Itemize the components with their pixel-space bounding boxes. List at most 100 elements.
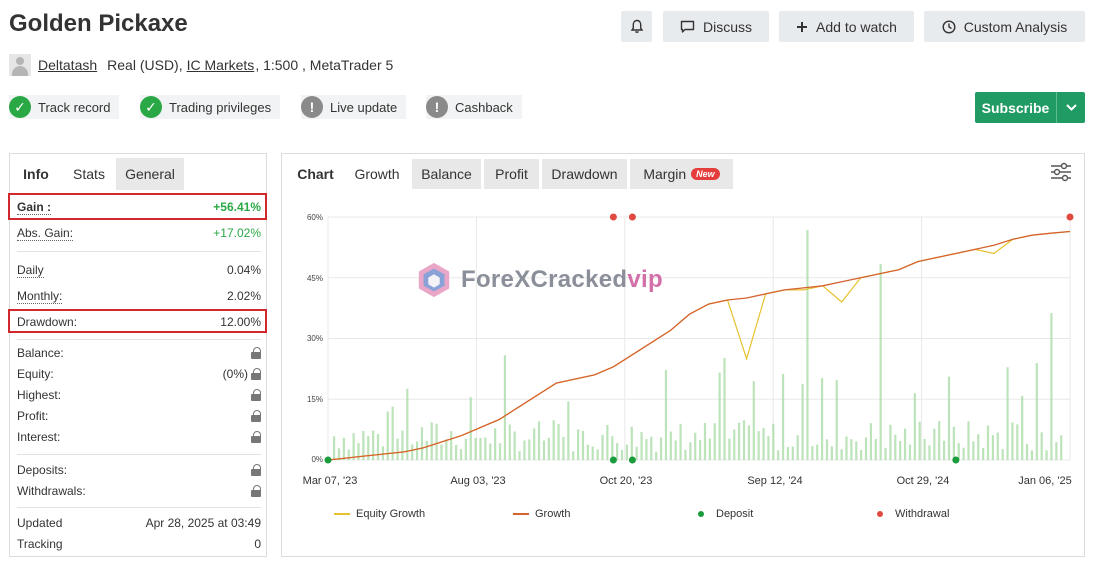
tab-drawdown[interactable]: Drawdown — [542, 159, 627, 189]
balance-label: Balance: — [17, 346, 64, 360]
volume-bar — [738, 422, 741, 460]
volume-bar — [684, 449, 687, 460]
volume-bar — [1045, 450, 1048, 460]
volume-bar — [450, 431, 453, 460]
sliders-icon[interactable] — [1050, 162, 1072, 182]
tab-general[interactable]: General — [116, 158, 184, 190]
tracking-value: 0 — [254, 537, 261, 551]
broker-link[interactable]: IC Markets — [186, 57, 255, 73]
volume-bar — [816, 444, 819, 460]
clock-icon — [942, 19, 956, 34]
y-tick: 45% — [306, 274, 323, 283]
custom-analysis-button[interactable]: Custom Analysis — [924, 11, 1085, 42]
volume-bar — [498, 443, 502, 460]
volume-bar — [708, 438, 711, 460]
gain-value: +56.41% — [213, 200, 261, 214]
updated-label: Updated — [17, 516, 63, 530]
volume-bar — [845, 436, 848, 460]
lock-icon — [251, 485, 261, 497]
tab-margin-label: Margin — [643, 166, 687, 182]
legend-deposit[interactable]: Deposit — [698, 508, 753, 520]
volume-bar — [567, 401, 570, 460]
chevron-down-icon[interactable] — [1057, 104, 1085, 111]
exclamation-icon: ! — [426, 96, 448, 118]
gain-label[interactable]: Gain : — [17, 199, 52, 215]
volume-bar — [435, 423, 438, 460]
tracking-row: Tracking 0 — [17, 537, 261, 551]
volume-bar — [352, 433, 355, 460]
legend-label: Deposit — [716, 508, 754, 520]
volume-bar — [806, 230, 809, 460]
volume-bar — [474, 437, 477, 460]
tab-margin[interactable]: Margin New — [630, 159, 733, 189]
plus-icon — [797, 21, 808, 32]
watermark: ForeXCrackedvip — [415, 262, 663, 298]
volume-bar — [718, 372, 721, 460]
volume-bar — [972, 441, 975, 460]
watermark-suffix: vip — [627, 266, 663, 293]
discuss-button[interactable]: Discuss — [663, 11, 769, 42]
tab-info[interactable]: Info — [10, 158, 62, 190]
notify-button[interactable] — [621, 11, 652, 42]
badge-trading-privileges[interactable]: ✓ Trading privileges — [140, 95, 281, 119]
add-to-watch-button[interactable]: Add to watch — [779, 11, 914, 42]
volume-bar — [879, 264, 882, 460]
volume-bar — [747, 425, 750, 460]
interest-row: Interest: — [17, 430, 261, 444]
badge-track-record[interactable]: ✓ Track record — [9, 95, 120, 119]
volume-bar — [635, 446, 638, 460]
tab-profit[interactable]: Profit — [484, 159, 539, 189]
volume-bar — [625, 444, 628, 460]
monthly-label[interactable]: Monthly: — [17, 288, 63, 304]
account-details: , 1:500 , MetaTrader 5 — [255, 57, 394, 73]
page-title: Golden Pickaxe — [9, 10, 188, 37]
tab-stats[interactable]: Stats — [62, 158, 116, 190]
volume-bar — [1040, 432, 1043, 460]
highest-label: Highest: — [17, 388, 62, 402]
abs-gain-label[interactable]: Abs. Gain: — [17, 225, 74, 241]
author-link[interactable]: Deltatash — [38, 57, 98, 73]
volume-bar — [947, 376, 951, 460]
volume-bar — [913, 393, 916, 460]
tab-chart[interactable]: Chart — [289, 159, 342, 189]
series-growth — [327, 230, 1071, 461]
monthly-row: Monthly: 2.02% — [17, 288, 261, 304]
volume-bar — [342, 437, 345, 460]
legend-withdrawal[interactable]: Withdrawal — [877, 508, 949, 520]
watermark-text: ForeXCracked — [461, 266, 628, 293]
volume-bar — [767, 435, 770, 460]
withdrawal-marker — [628, 213, 636, 221]
tab-growth[interactable]: Growth — [345, 159, 409, 189]
drawdown-highlight — [8, 309, 267, 333]
volume-bar — [513, 431, 516, 460]
deposit-marker — [609, 456, 617, 464]
volume-bar — [586, 444, 589, 460]
volume-bar — [694, 432, 697, 460]
legend-equity-growth[interactable]: Equity Growth — [334, 508, 425, 520]
volume-bar — [386, 411, 389, 460]
volume-bar — [542, 440, 546, 460]
lock-icon — [251, 347, 261, 359]
daily-label[interactable]: Daily — [17, 262, 44, 278]
badge-cashback[interactable]: ! Cashback — [426, 95, 522, 119]
x-tick: Jan 06, '25 — [1018, 475, 1072, 487]
profit-label: Profit: — [17, 409, 49, 423]
volume-bar — [396, 438, 399, 460]
tab-balance[interactable]: Balance — [412, 159, 481, 189]
volume-bar — [640, 432, 643, 460]
legend-growth[interactable]: Growth — [513, 508, 570, 520]
volume-bar — [850, 439, 853, 460]
volume-bar — [982, 448, 985, 460]
volume-bar — [918, 421, 921, 460]
volume-bar — [860, 450, 863, 460]
subscribe-button[interactable]: Subscribe — [975, 92, 1085, 123]
volume-bar — [562, 436, 565, 460]
volume-bar — [655, 451, 658, 460]
equity-value: (0%) — [222, 367, 248, 381]
volume-bar — [952, 426, 955, 460]
lock-icon — [251, 464, 261, 476]
deposits-row: Deposits: — [17, 463, 261, 477]
gain-row: Gain : +56.41% — [17, 199, 261, 215]
volume-bar — [943, 440, 946, 460]
badge-live-update[interactable]: ! Live update — [301, 95, 407, 119]
